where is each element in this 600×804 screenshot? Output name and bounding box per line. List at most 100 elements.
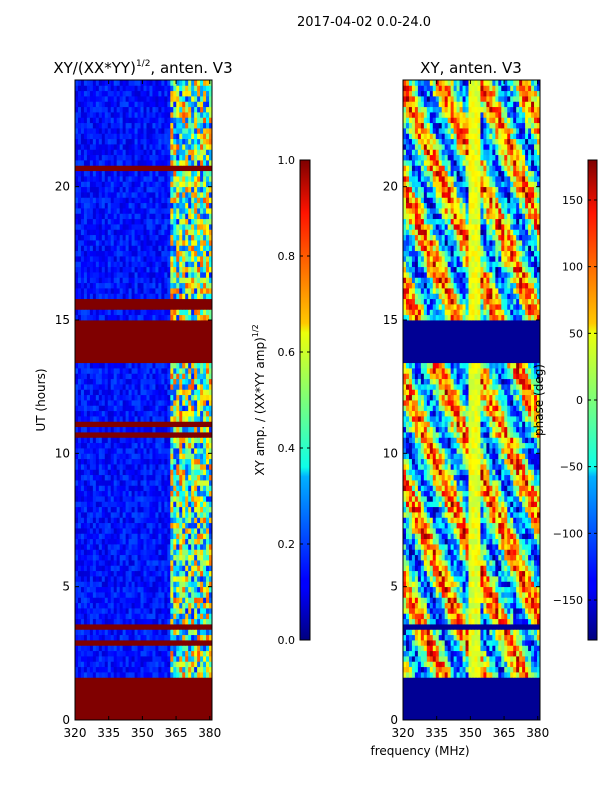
heatmap-cell — [75, 421, 79, 428]
heatmap-cell — [164, 453, 168, 460]
heatmap-cell — [119, 656, 124, 662]
heatmap-cell — [134, 373, 138, 380]
heatmap-cell — [131, 629, 135, 636]
heatmap-cell — [77, 592, 82, 598]
heatmap-cell — [206, 144, 210, 150]
heatmap-cell — [75, 426, 79, 433]
heatmap-cell — [116, 714, 121, 720]
heatmap-cell — [209, 240, 212, 246]
heatmap-cell — [194, 576, 198, 582]
heatmap-cell — [113, 698, 118, 705]
heatmap-cell — [179, 405, 183, 412]
heatmap-cell — [209, 256, 212, 262]
heatmap-cell — [179, 458, 183, 465]
heatmap-cell — [77, 442, 82, 449]
heatmap-cell — [194, 416, 198, 422]
heatmap-cell — [92, 320, 97, 326]
heatmap-cell — [98, 336, 103, 342]
heatmap-cell — [164, 341, 168, 348]
heatmap-cell — [170, 666, 174, 673]
heatmap-cell — [77, 448, 82, 454]
heatmap-cell — [80, 368, 85, 374]
heatmap-cell — [101, 362, 106, 369]
heatmap-cell — [140, 512, 144, 518]
heatmap-cell — [143, 538, 147, 545]
heatmap-cell — [146, 346, 150, 353]
heatmap-cell — [116, 453, 121, 460]
heatmap-cell — [101, 506, 106, 513]
heatmap-cell — [152, 586, 156, 593]
heatmap-cell — [131, 432, 135, 438]
heatmap-cell — [143, 645, 147, 652]
heatmap-cell — [101, 240, 106, 246]
heatmap-cell — [209, 586, 212, 593]
heatmap-cell — [182, 501, 186, 508]
heatmap-cell — [185, 165, 189, 172]
heatmap-cell — [164, 688, 168, 694]
heatmap-cell — [86, 634, 91, 641]
heatmap-cell — [113, 149, 118, 156]
heatmap-cell — [113, 416, 118, 422]
heatmap-cell — [128, 282, 132, 289]
heatmap-cell — [209, 357, 212, 364]
heatmap-cell — [113, 218, 118, 225]
heatmap-cell — [143, 245, 147, 252]
heatmap-cell — [101, 501, 106, 508]
heatmap-cell — [188, 565, 192, 572]
heatmap-cell — [95, 389, 100, 396]
heatmap-cell — [197, 357, 201, 364]
heatmap-cell — [146, 261, 150, 268]
heatmap-cell — [125, 160, 130, 166]
heatmap-cell — [182, 325, 186, 332]
heatmap-cell — [206, 453, 210, 460]
heatmap-cell — [116, 480, 121, 486]
heatmap-cell — [101, 181, 106, 188]
heatmap-cell — [80, 229, 85, 236]
heatmap-cell — [182, 405, 186, 412]
heatmap-cell — [167, 410, 171, 417]
heatmap-cell — [143, 266, 147, 273]
heatmap-cell — [173, 400, 177, 406]
heatmap-cell — [173, 304, 177, 310]
heatmap-cell — [77, 384, 82, 390]
heatmap-cell — [104, 592, 109, 598]
heatmap-cell — [83, 394, 88, 401]
heatmap-cell — [206, 400, 210, 406]
heatmap-cell — [107, 448, 112, 454]
heatmap-cell — [101, 672, 106, 678]
heatmap-cell — [83, 501, 88, 508]
heatmap-cell — [188, 714, 192, 720]
heatmap-cell — [131, 421, 135, 428]
heatmap-cell — [209, 624, 212, 630]
heatmap-cell — [128, 586, 132, 593]
heatmap-cell — [107, 490, 112, 497]
heatmap-cell — [107, 485, 112, 492]
heatmap-cell — [170, 234, 174, 241]
heatmap-cell — [179, 245, 183, 252]
heatmap-cell — [75, 170, 79, 177]
heatmap-cell — [92, 533, 97, 540]
heatmap-cell — [122, 160, 127, 166]
heatmap-cell — [128, 176, 132, 182]
heatmap-cell — [161, 373, 165, 380]
heatmap-cell — [119, 266, 124, 273]
heatmap-cell — [131, 448, 135, 454]
heatmap-cell — [98, 693, 103, 700]
heatmap-cell — [188, 384, 192, 390]
heatmap-cell — [75, 442, 79, 449]
heatmap-cell — [176, 688, 180, 694]
heatmap-cell — [101, 304, 106, 310]
heatmap-cell — [80, 490, 85, 497]
heatmap-cell — [77, 517, 82, 524]
heatmap-cell — [86, 240, 91, 246]
heatmap-cell — [152, 202, 156, 209]
heatmap-cell — [95, 138, 100, 145]
heatmap-cell — [158, 490, 162, 497]
heatmap-cell — [134, 256, 138, 262]
heatmap-cell — [113, 714, 118, 720]
heatmap-cell — [140, 149, 144, 156]
heatmap-cell — [116, 149, 121, 156]
heatmap-cell — [89, 544, 94, 550]
heatmap-cell — [80, 373, 85, 380]
heatmap-cell — [191, 336, 195, 342]
